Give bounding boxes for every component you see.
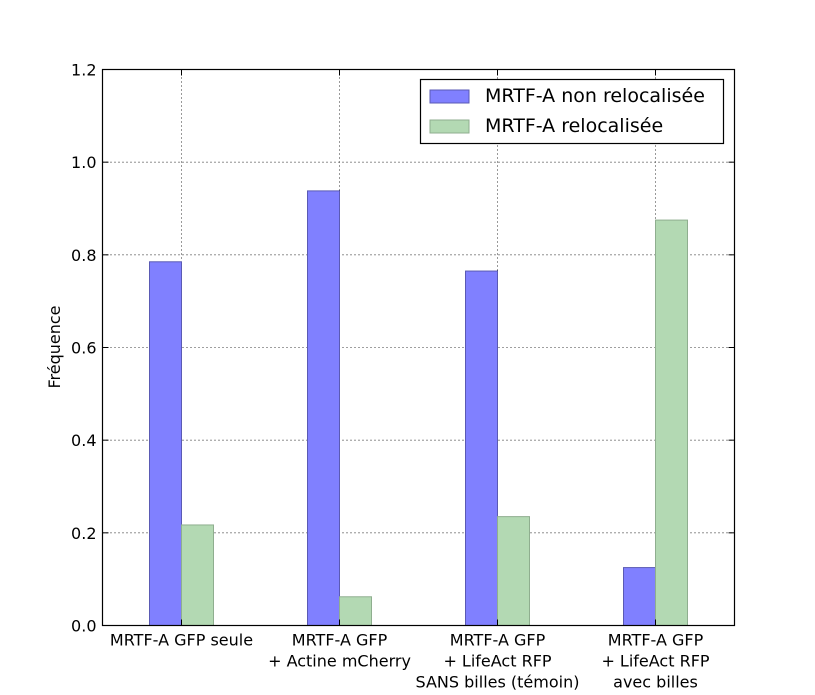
y-tick-labels: 0.0 0.2 0.4 0.6 0.8 1.0 1.2 bbox=[71, 61, 96, 636]
bar-relocalisee bbox=[655, 219, 688, 626]
bar-non-relocalisee bbox=[465, 270, 498, 626]
grid-lines bbox=[102, 69, 735, 626]
bars bbox=[149, 190, 688, 626]
legend-frame bbox=[419, 78, 725, 145]
legend-swatch-non-relocalisee bbox=[429, 89, 470, 104]
y-tick-label: 0.8 bbox=[71, 246, 96, 265]
bar-relocalisee bbox=[181, 524, 214, 626]
bar-non-relocalisee bbox=[623, 567, 656, 626]
legend: MRTF-A non relocalisée MRTF-A relocalisé… bbox=[419, 78, 725, 145]
y-tick-label: 1.0 bbox=[71, 153, 96, 172]
y-tick-label: 1.2 bbox=[71, 61, 96, 80]
axis-ticks bbox=[102, 69, 735, 626]
bar-non-relocalisee bbox=[149, 261, 182, 626]
bar-relocalisee bbox=[497, 516, 530, 626]
bar-relocalisee bbox=[339, 596, 372, 626]
legend-label-relocalisee: MRTF-A relocalisée bbox=[485, 115, 663, 137]
legend-label-non-relocalisee: MRTF-A non relocalisée bbox=[485, 85, 705, 107]
legend-swatch-relocalisee bbox=[429, 119, 470, 134]
bar-non-relocalisee bbox=[307, 190, 340, 626]
y-tick-label: 0.2 bbox=[71, 524, 96, 543]
y-axis-label: Fréquence bbox=[45, 305, 64, 388]
y-tick-label: 0.4 bbox=[71, 431, 96, 450]
y-tick-label: 0.0 bbox=[71, 617, 96, 636]
x-tick-label: MRTF-A GFP seule bbox=[110, 631, 253, 650]
x-tick-label: MRTF-A GFP + LifeAct RFP SANS billes (témo… bbox=[416, 631, 580, 692]
y-tick-label: 0.6 bbox=[71, 339, 96, 358]
x-tick-labels: MRTF-A GFP seule MRTF-A GFP + Actine mCher… bbox=[110, 631, 710, 692]
x-tick-label: MRTF-A GFP + LifeAct RFP avec billes bbox=[601, 631, 709, 692]
x-tick-label: MRTF-A GFP + Actine mCherry bbox=[268, 631, 411, 671]
